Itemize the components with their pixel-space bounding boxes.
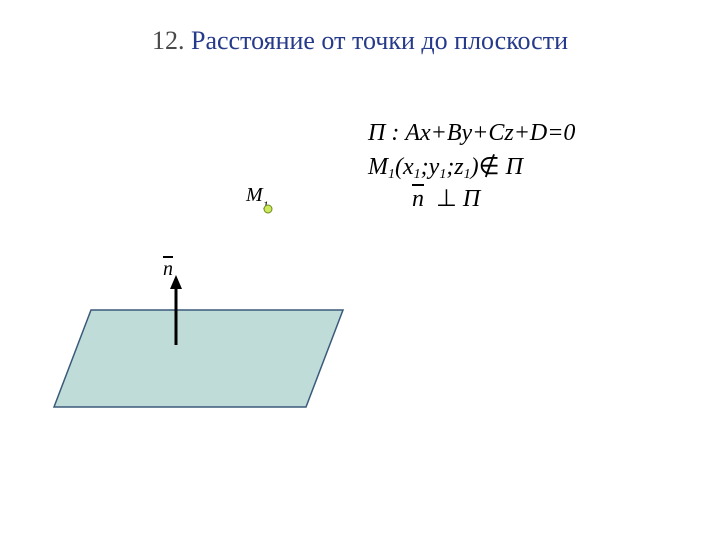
plane-shape	[54, 310, 343, 407]
stage: 12. Расстояние от точки до плоскости П :…	[0, 0, 720, 540]
diagram-svg	[0, 0, 720, 540]
m1-point	[264, 205, 272, 213]
normal-vector-arrow	[170, 275, 182, 289]
